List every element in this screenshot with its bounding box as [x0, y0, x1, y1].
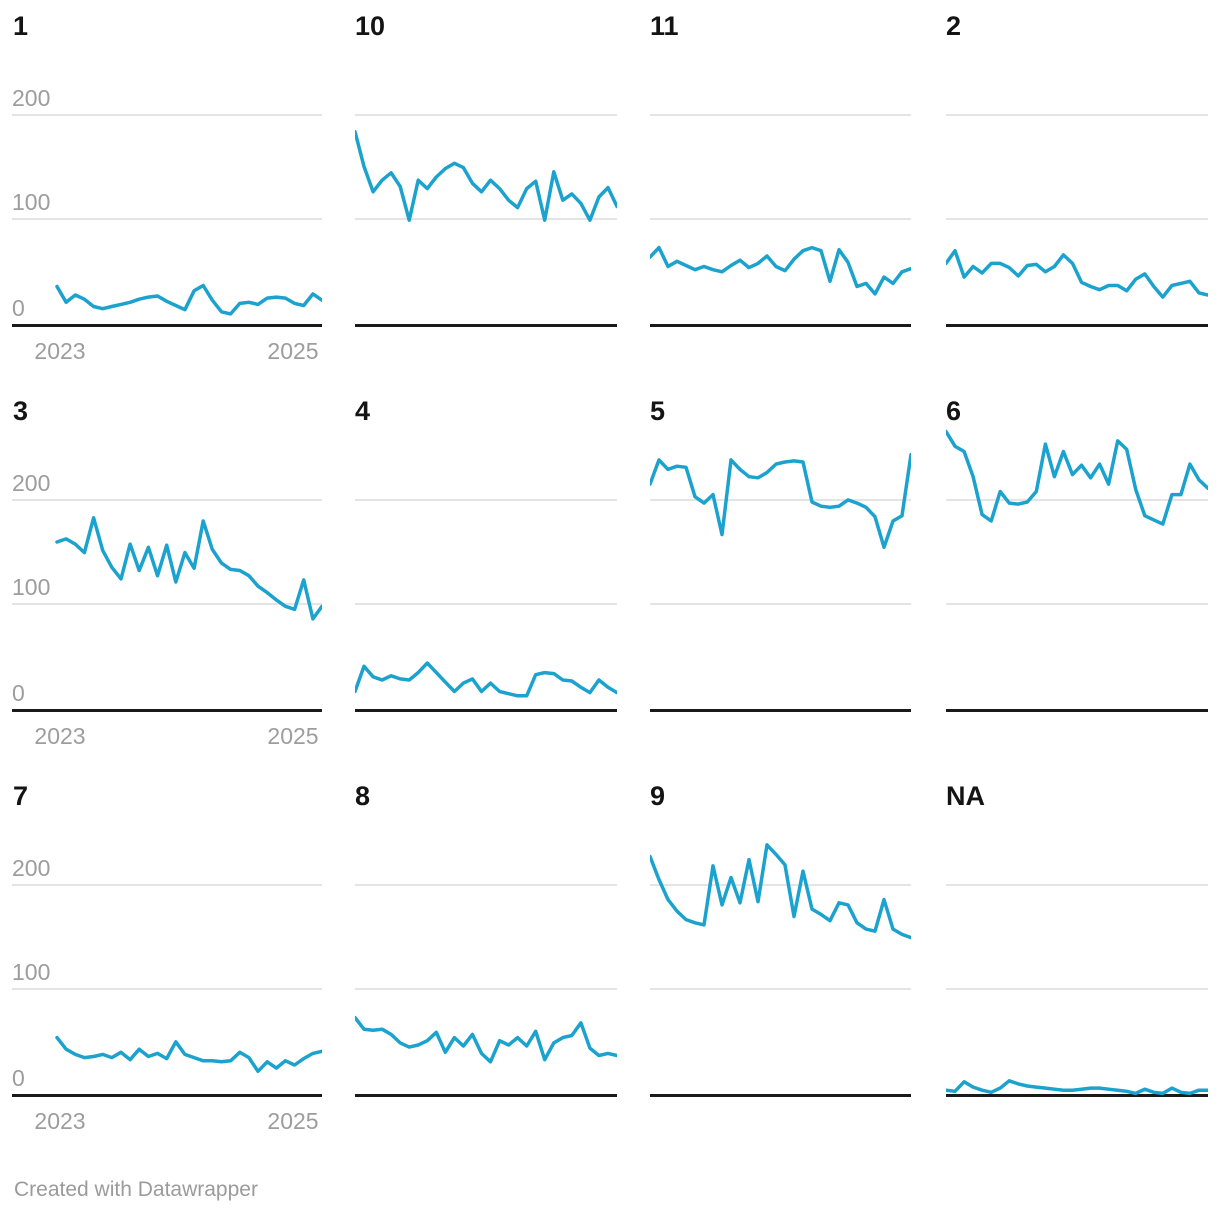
panel-title: 11	[650, 11, 679, 41]
panel-4: 4	[355, 385, 617, 760]
panel-title: 6	[946, 396, 962, 426]
panel-1: 200 100 0 2023 2025 1	[10, 0, 322, 375]
x-tick-label: 2025	[267, 723, 318, 749]
series-line	[355, 1015, 617, 1064]
series-line	[650, 245, 911, 296]
y-tick-label: 100	[12, 574, 50, 600]
panel-title: 8	[355, 781, 371, 811]
y-tick-label: 0	[12, 295, 25, 321]
y-tick-label: 100	[12, 189, 50, 215]
panel-title: 5	[650, 396, 666, 426]
panel-title: 2	[946, 11, 962, 41]
x-tick-label: 2023	[34, 338, 85, 364]
y-tick-label: 200	[12, 470, 50, 496]
series-line	[55, 283, 322, 316]
panel-11: 11	[650, 0, 911, 375]
panel-NA: NA	[946, 770, 1208, 1145]
x-tick-label: 2023	[34, 723, 85, 749]
y-tick-label: 0	[12, 1065, 25, 1091]
panel-9: 9	[650, 770, 911, 1145]
panel-title: 9	[650, 781, 666, 811]
panel-title: 3	[13, 396, 29, 426]
x-tick-label: 2025	[267, 338, 318, 364]
panel-7: 200 100 0 2023 2025 7	[10, 770, 322, 1145]
y-tick-label: 100	[12, 959, 50, 985]
panel-title: 1	[13, 11, 29, 41]
series-line	[55, 1035, 322, 1074]
series-line	[946, 248, 1208, 299]
series-line	[650, 843, 911, 940]
datawrapper-credit[interactable]: Created with Datawrapper	[14, 1178, 258, 1201]
y-tick-label: 0	[12, 680, 25, 706]
series-line	[355, 129, 617, 222]
series-line	[946, 429, 1208, 526]
panel-3: 200 100 0 2023 2025 3	[10, 385, 322, 760]
x-tick-label: 2023	[34, 1108, 85, 1134]
series-line	[355, 661, 617, 698]
panel-5: 5	[650, 385, 911, 760]
panel-title: 7	[13, 781, 29, 811]
panel-title: 10	[355, 11, 386, 41]
series-line	[946, 1079, 1208, 1096]
panel-8: 8	[355, 770, 617, 1145]
series-line	[650, 452, 911, 550]
panel-2: 2	[946, 0, 1208, 375]
panel-title: NA	[946, 781, 985, 811]
series-line	[55, 516, 322, 621]
y-tick-label: 200	[12, 85, 50, 111]
y-tick-label: 200	[12, 855, 50, 881]
panel-6: 6	[946, 385, 1208, 760]
panel-10: 10	[355, 0, 617, 375]
x-tick-label: 2025	[267, 1108, 318, 1134]
panel-title: 4	[355, 396, 371, 426]
